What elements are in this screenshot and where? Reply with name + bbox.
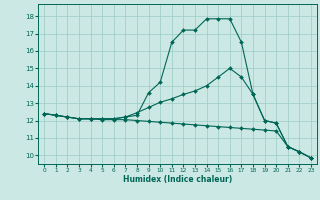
X-axis label: Humidex (Indice chaleur): Humidex (Indice chaleur) xyxy=(123,175,232,184)
